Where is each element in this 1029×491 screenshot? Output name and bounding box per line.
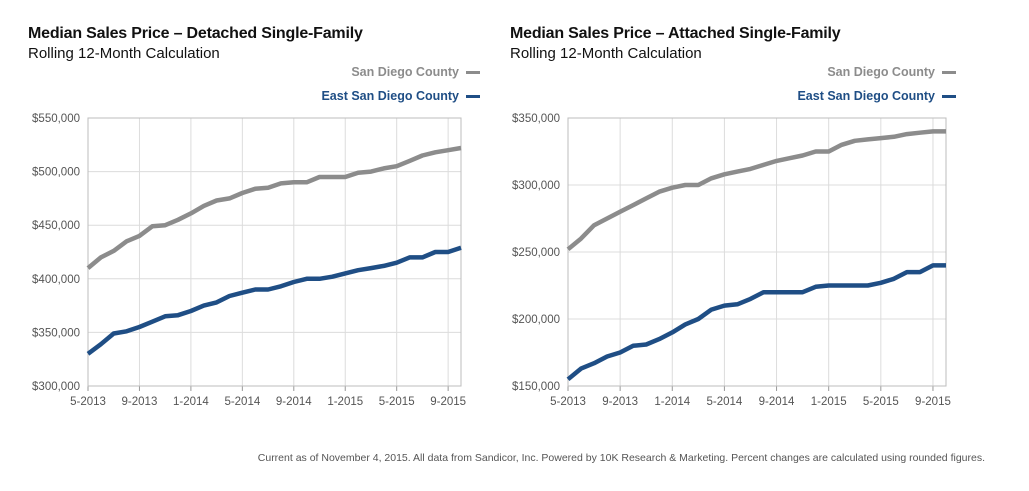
legend-east-san-diego-county: East San Diego County	[321, 89, 480, 103]
chart-title: Median Sales Price – Detached Single-Fam…	[28, 25, 363, 42]
legend-swatch-blue	[466, 94, 480, 98]
x-tick-label: 5-2015	[863, 396, 899, 408]
chart-subtitle: Rolling 12-Month Calculation	[510, 45, 702, 62]
x-tick-label: 9-2015	[430, 396, 466, 408]
y-tick-label: $300,000	[32, 381, 80, 393]
y-tick-label: $150,000	[512, 381, 560, 393]
legend-san-diego-county: San Diego County	[827, 65, 956, 79]
x-tick-label: 9-2013	[122, 396, 158, 408]
chart-subtitle: Rolling 12-Month Calculation	[28, 45, 220, 62]
x-tick-label: 1-2015	[327, 396, 363, 408]
y-tick-label: $400,000	[32, 274, 80, 286]
x-tick-label: 5-2013	[550, 396, 586, 408]
x-tick-label: 5-2014	[707, 396, 743, 408]
legend-label: San Diego County	[827, 65, 935, 79]
y-tick-label: $550,000	[32, 113, 80, 125]
y-tick-label: $200,000	[512, 314, 560, 326]
y-tick-label: $450,000	[32, 220, 80, 232]
x-tick-label: 5-2013	[70, 396, 106, 408]
legend-east-san-diego-county: East San Diego County	[797, 89, 956, 103]
legend-label: San Diego County	[351, 65, 459, 79]
x-tick-label: 9-2014	[759, 396, 795, 408]
x-tick-label: 1-2015	[811, 396, 847, 408]
footer-note: Current as of November 4, 2015. All data…	[257, 452, 985, 464]
y-tick-label: $500,000	[32, 167, 80, 179]
series-line-east-san-diego-county	[566, 263, 946, 382]
x-tick-label: 5-2015	[379, 396, 415, 408]
x-tick-label: 9-2015	[915, 396, 951, 408]
y-tick-label: $250,000	[512, 247, 560, 259]
chart-title: Median Sales Price – Attached Single-Fam…	[510, 25, 841, 42]
series-line-san-diego-county	[566, 129, 946, 252]
legend-label: East San Diego County	[321, 89, 459, 103]
legend-label: East San Diego County	[797, 89, 935, 103]
x-tick-label: 1-2014	[654, 396, 690, 408]
legend-swatch-blue	[942, 94, 956, 98]
x-tick-label: 1-2014	[173, 396, 209, 408]
y-tick-label: $300,000	[512, 180, 560, 192]
x-tick-label: 5-2014	[224, 396, 260, 408]
y-tick-label: $350,000	[512, 113, 560, 125]
plot-frame	[567, 117, 947, 387]
legend-swatch-gray	[466, 70, 480, 74]
y-tick-label: $350,000	[32, 327, 80, 339]
legend-san-diego-county: San Diego County	[351, 65, 480, 79]
series-line-san-diego-county	[86, 145, 462, 270]
x-tick-label: 9-2013	[602, 396, 638, 408]
legend-swatch-gray	[942, 70, 956, 74]
x-tick-label: 9-2014	[276, 396, 312, 408]
plot-frame	[87, 117, 462, 387]
series-line-east-san-diego-county	[86, 245, 462, 356]
